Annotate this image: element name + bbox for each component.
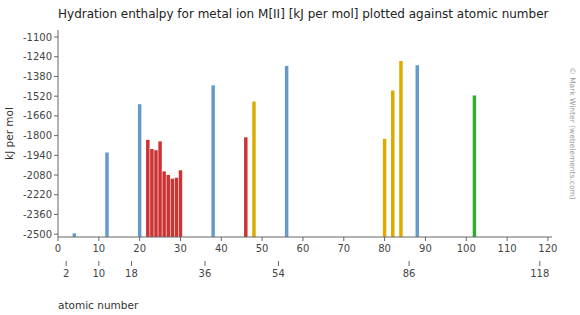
bar <box>154 150 157 237</box>
y-tick-label: -1380 <box>23 71 52 82</box>
x2-tick <box>204 261 205 266</box>
y-tick <box>54 37 58 38</box>
y-tick <box>54 76 58 77</box>
bar <box>285 66 288 237</box>
x-axis-line <box>58 237 552 238</box>
x-tick-label: 80 <box>378 243 391 254</box>
y-tick <box>54 155 58 156</box>
x-tick <box>139 237 140 241</box>
x-tick-label: 110 <box>498 243 517 254</box>
bar <box>383 139 386 237</box>
y-tick <box>54 214 58 215</box>
x-tick <box>180 237 181 241</box>
y-tick-label: -2220 <box>23 189 52 200</box>
y-axis-line <box>58 30 59 237</box>
x-tick-label: 10 <box>92 243 105 254</box>
bar <box>252 102 255 237</box>
y-tick <box>54 115 58 116</box>
x2-tick <box>66 261 67 266</box>
x-tick <box>466 237 467 241</box>
y-tick <box>54 175 58 176</box>
x-tick <box>262 237 263 241</box>
x-tick <box>384 237 385 241</box>
x2-tick-label: 10 <box>92 268 105 279</box>
y-tick <box>54 234 58 235</box>
y-axis-label: kJ per mol <box>3 107 15 160</box>
bar <box>211 85 214 237</box>
bar <box>399 61 402 237</box>
x-tick-label: 120 <box>538 243 557 254</box>
bar <box>171 179 174 237</box>
y-tick-label: -1940 <box>23 150 52 161</box>
x-tick <box>343 237 344 241</box>
y-tick <box>54 96 58 97</box>
y-tick-label: -1520 <box>23 91 52 102</box>
y-tick-label: -1100 <box>23 32 52 43</box>
x-tick-label: 40 <box>215 243 228 254</box>
x-tick <box>58 237 59 241</box>
y-tick-label: -1240 <box>23 51 52 62</box>
bar <box>138 104 141 237</box>
x2-tick <box>131 261 132 266</box>
bar <box>175 178 178 237</box>
bar <box>162 171 165 237</box>
bar <box>146 140 149 237</box>
y-tick-label: -1800 <box>23 130 52 141</box>
x-tick <box>221 237 222 241</box>
x2-tick-label: 36 <box>199 268 212 279</box>
x-tick-label: 0 <box>55 243 61 254</box>
x-tick-label: 70 <box>337 243 350 254</box>
bar <box>166 175 169 237</box>
x-tick-label: 90 <box>419 243 432 254</box>
bar <box>150 149 153 237</box>
y-tick-label: -2500 <box>23 229 52 240</box>
x2-tick <box>98 261 99 266</box>
y-tick <box>54 194 58 195</box>
x2-tick <box>409 261 410 266</box>
bar <box>158 141 161 237</box>
x2-tick-label: 118 <box>530 268 549 279</box>
chart: Hydration enthalpy for metal ion M[II] [… <box>0 0 580 315</box>
x-tick <box>547 237 548 241</box>
bar <box>416 65 419 237</box>
y-tick-label: -2080 <box>23 170 52 181</box>
bar <box>473 95 476 237</box>
y-tick <box>54 135 58 136</box>
bar <box>391 91 394 237</box>
x2-tick-label: 2 <box>63 268 69 279</box>
x-tick-label: 50 <box>256 243 269 254</box>
x-tick <box>507 237 508 241</box>
x-tick-label: 20 <box>133 243 146 254</box>
x-tick-label: 60 <box>297 243 310 254</box>
bar <box>179 170 182 237</box>
x-axis-label: atomic number <box>58 299 139 311</box>
x2-tick-label: 54 <box>272 268 285 279</box>
title: Hydration enthalpy for metal ion M[II] [… <box>58 7 549 21</box>
x-tick <box>425 237 426 241</box>
x2-tick-label: 86 <box>403 268 416 279</box>
y-tick-label: -1660 <box>23 110 52 121</box>
x-tick-label: 30 <box>174 243 187 254</box>
x-tick <box>98 237 99 241</box>
annotation: © Mark Winter (webelements.com) <box>568 67 577 200</box>
x-tick <box>302 237 303 241</box>
x-tick-label: 100 <box>457 243 476 254</box>
x2-tick <box>278 261 279 266</box>
y-tick <box>54 56 58 57</box>
bar <box>244 137 247 237</box>
bar <box>105 153 108 237</box>
bar <box>73 233 76 237</box>
x2-tick-label: 18 <box>125 268 138 279</box>
y-tick-label: -2360 <box>23 209 52 220</box>
x2-tick <box>539 261 540 266</box>
bars <box>73 61 477 237</box>
